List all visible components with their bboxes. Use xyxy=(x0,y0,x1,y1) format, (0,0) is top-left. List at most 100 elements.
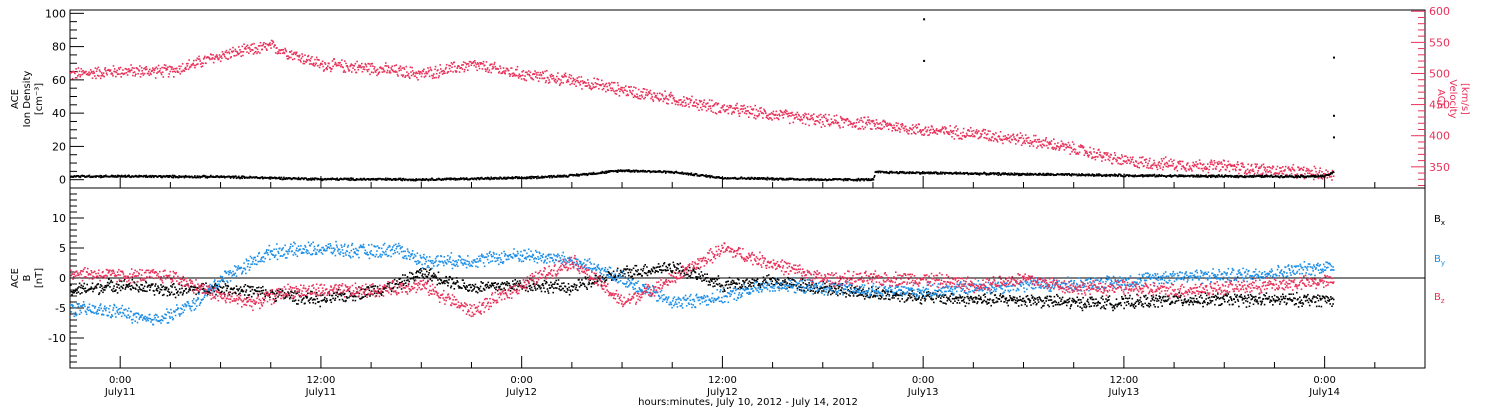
data-point xyxy=(739,177,741,180)
data-point xyxy=(1244,171,1247,173)
data-point xyxy=(136,68,139,70)
data-point xyxy=(1120,163,1122,166)
data-point xyxy=(1023,139,1026,142)
data-point xyxy=(1071,150,1073,153)
data-point xyxy=(714,103,716,105)
data-point xyxy=(180,291,182,294)
data-point xyxy=(684,105,686,107)
data-point xyxy=(116,286,118,288)
data-point xyxy=(636,93,638,95)
data-point xyxy=(819,119,821,121)
data-point xyxy=(858,127,861,130)
data-point xyxy=(73,291,76,294)
data-point xyxy=(560,174,562,177)
data-point xyxy=(481,62,483,65)
data-point xyxy=(315,291,318,294)
data-point xyxy=(650,93,653,96)
data-point xyxy=(173,70,176,73)
data-point xyxy=(359,64,361,67)
data-point xyxy=(355,179,357,181)
data-point xyxy=(898,127,901,130)
data-point xyxy=(411,179,414,182)
data-point xyxy=(165,69,167,71)
data-point xyxy=(437,178,439,181)
data-point xyxy=(1264,167,1266,169)
data-point xyxy=(1240,162,1242,165)
data-point xyxy=(420,71,422,73)
data-point xyxy=(1123,160,1125,162)
data-point xyxy=(195,176,198,179)
data-point xyxy=(789,122,791,125)
data-point xyxy=(873,175,876,177)
data-point xyxy=(1313,178,1315,181)
data-point xyxy=(762,178,764,180)
data-point xyxy=(1277,175,1279,177)
data-point xyxy=(144,68,147,71)
data-point xyxy=(625,94,628,97)
data-point xyxy=(647,93,649,95)
data-point xyxy=(988,173,990,176)
data-point xyxy=(732,110,735,113)
data-point xyxy=(363,66,365,68)
data-point xyxy=(234,48,237,51)
data-point xyxy=(304,302,306,305)
data-point xyxy=(493,61,496,64)
data-point xyxy=(266,49,268,51)
data-point xyxy=(255,47,258,49)
data-point xyxy=(134,75,136,77)
data-point xyxy=(1226,166,1228,169)
data-point xyxy=(681,101,683,103)
data-point xyxy=(936,171,939,174)
data-point xyxy=(526,71,528,74)
data-point xyxy=(313,179,316,181)
data-point xyxy=(123,72,126,75)
data-point xyxy=(533,177,535,179)
data-point xyxy=(1158,161,1160,163)
data-point xyxy=(632,89,634,92)
data-point xyxy=(385,177,387,180)
data-point xyxy=(522,74,524,77)
data-point xyxy=(232,175,234,178)
data-point xyxy=(163,293,165,296)
data-point xyxy=(876,170,879,173)
data-point xyxy=(299,59,302,61)
data-point xyxy=(428,75,431,78)
data-point xyxy=(1229,174,1232,177)
data-point xyxy=(166,67,168,70)
data-point xyxy=(170,285,172,287)
data-point xyxy=(362,296,365,298)
data-point xyxy=(885,122,888,125)
data-point xyxy=(851,123,853,125)
data-point xyxy=(620,86,622,89)
data-point xyxy=(903,129,906,132)
data-point xyxy=(687,174,690,176)
data-point xyxy=(113,285,115,287)
data-point xyxy=(1057,146,1060,148)
data-point xyxy=(392,179,394,181)
data-point xyxy=(971,172,974,175)
data-point xyxy=(323,69,326,71)
data-point xyxy=(144,280,147,283)
data-point xyxy=(1033,140,1036,142)
data-point xyxy=(898,172,901,175)
data-point xyxy=(181,70,183,73)
data-point xyxy=(75,77,78,79)
density-tick-label: 40 xyxy=(52,107,66,120)
data-point xyxy=(1236,161,1239,163)
data-point xyxy=(1091,174,1093,176)
data-point xyxy=(634,95,636,98)
data-point xyxy=(196,175,199,177)
data-point xyxy=(616,89,618,92)
data-point xyxy=(929,132,932,134)
data-point xyxy=(298,291,300,293)
data-point xyxy=(441,73,444,75)
data-point xyxy=(590,173,593,176)
data-point xyxy=(1315,170,1317,173)
data-point xyxy=(499,65,501,67)
data-point xyxy=(153,69,156,71)
data-point xyxy=(194,175,196,177)
data-point xyxy=(1294,176,1296,178)
data-point xyxy=(1088,154,1090,156)
data-point xyxy=(373,66,376,68)
data-point xyxy=(503,176,506,179)
